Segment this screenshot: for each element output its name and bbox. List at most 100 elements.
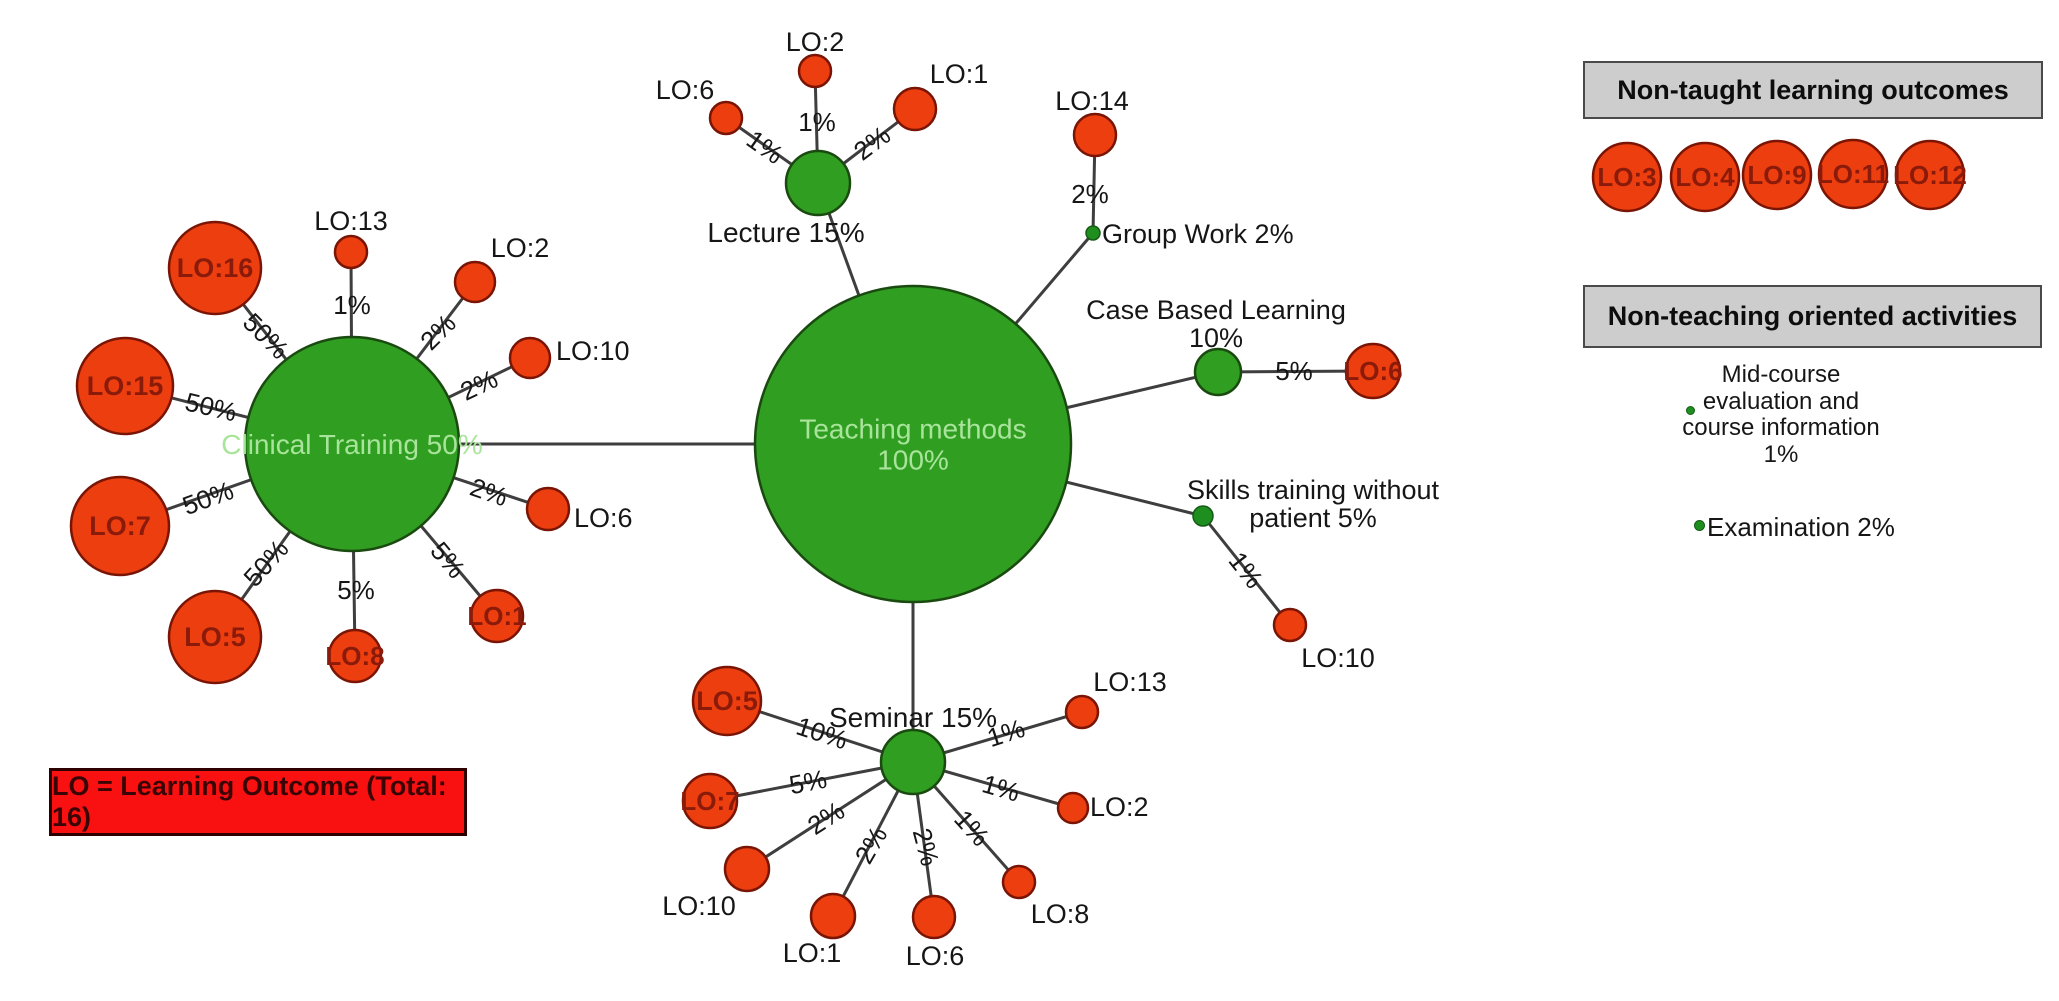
node-cl_lo16-circle [167, 220, 263, 316]
edge-label-seminar-sem_lo7: 5% [787, 764, 830, 801]
non-teaching-header: Non-teaching oriented activities [1583, 285, 2042, 348]
edge-label-clinical-cl_lo16: 50% [237, 307, 295, 365]
node-cl_lo2-label: LO:2 [491, 233, 550, 263]
edge-skills-sk_lo10 [1201, 515, 1292, 626]
node-sem_lo7-circle [681, 772, 739, 830]
node-cl_lo6-label: LO:6 [574, 503, 633, 533]
node-groupwork-circle [1085, 225, 1101, 241]
node-nt_lo4-label: LO:4 [1675, 162, 1735, 192]
edge-label-clinical-cl_lo8: 5% [337, 575, 375, 605]
node-cbl_lo6-circle [1344, 342, 1402, 400]
node-skills-label: Skills training without patient 5% [1187, 475, 1440, 533]
node-sem_lo10-label: LO:10 [662, 891, 736, 921]
node-cl_lo6-circle [525, 486, 571, 532]
node-sem_lo5-circle [691, 665, 763, 737]
midcourse-label-line: 1% [1763, 440, 1799, 468]
node-lec_lo6-label: LO:6 [656, 75, 715, 105]
node-cbl-label: Case Based Learning 10% [1086, 295, 1346, 353]
edge-label-clinical-cl_lo7: 50% [178, 475, 237, 521]
node-sem_lo8-circle [1001, 864, 1037, 900]
node-sem_lo2-label: LO:2 [1090, 792, 1149, 822]
midcourse-dot-icon [1686, 406, 1695, 415]
node-nt_lo11-label: LO:11 [1817, 159, 1889, 189]
node-cl_lo8-circle [327, 628, 383, 684]
node-cl_lo7-circle [69, 475, 171, 577]
node-nt_lo12-circle [1894, 139, 1966, 211]
node-cl_lo13-label: LO:13 [314, 206, 388, 236]
node-cl_lo15-label: LO:15 [87, 371, 164, 401]
node-nt_lo12-label: LO:12 [1893, 160, 1967, 190]
node-sem_lo7-label: LO:7 [680, 786, 739, 816]
node-clinical-circle [243, 335, 461, 553]
node-lec_lo6-circle [708, 100, 744, 136]
midcourse-label-line: Mid-course [1721, 361, 1841, 388]
node-cl_lo10-label: LO:10 [556, 336, 630, 366]
edge-label-lecture-lec_lo2: 1% [798, 107, 836, 137]
node-cl_lo16-label: LO:16 [177, 253, 254, 283]
legend-text: LO = Learning Outcome (Total: 16) [52, 771, 447, 832]
examination-dot-icon [1694, 520, 1705, 531]
node-sk_lo10-label: LO:10 [1301, 643, 1375, 673]
node-sk_lo10-circle [1272, 607, 1308, 643]
midcourse-label-line: course information [1682, 414, 1880, 441]
edge-label-clinical-cl_lo10: 2% [456, 363, 503, 406]
node-cbl-circle [1193, 347, 1243, 397]
node-cl_lo2-circle [453, 260, 497, 304]
edge-label-clinical-cl_lo5: 50% [237, 534, 294, 593]
non-taught-header-label: Non-taught learning outcomes [1617, 74, 2009, 105]
node-sem_lo5-label: LO:5 [696, 686, 758, 716]
node-sem_lo8-label: LO:8 [1031, 899, 1090, 929]
node-sem_lo6-label: LO:6 [906, 941, 965, 971]
node-cl_lo8-label: LO:8 [325, 641, 384, 671]
node-skills-circle [1192, 505, 1214, 527]
node-sem_lo1-label: LO:1 [783, 938, 842, 968]
node-lecture-circle [784, 149, 852, 217]
legend-box: LO = Learning Outcome (Total: 16) [49, 768, 467, 836]
node-lo14-circle [1072, 112, 1118, 158]
node-nt_lo9-label: LO:9 [1747, 160, 1806, 190]
node-teaching-circle [753, 284, 1073, 604]
node-clinical-label: Clinical Training 50% [221, 429, 482, 460]
node-groupwork-label: Group Work 2% [1102, 219, 1294, 249]
node-cbl_lo6-label: LO:6 [1343, 356, 1402, 386]
node-cl_lo7-label: LO:7 [89, 511, 151, 541]
edge-label-cbl-cbl_lo6: 5% [1275, 356, 1313, 386]
node-nt_lo3-label: LO:3 [1597, 162, 1656, 192]
node-seminar-circle [879, 728, 947, 796]
midcourse-label: Mid-course evaluation and course informa… [1670, 361, 1892, 468]
edge-label-skills-sk_lo10: 1% [1223, 546, 1270, 594]
node-lec_lo2-circle [797, 53, 833, 89]
node-cl_lo10-circle [508, 336, 552, 380]
node-nt_lo3-circle [1591, 141, 1663, 213]
node-seminar-label: Seminar 15% [829, 702, 997, 733]
node-teaching-label: Teaching methods 100% [799, 413, 1026, 475]
node-lecture-label: Lecture 15% [707, 217, 864, 248]
midcourse-label-line: evaluation and [1702, 387, 1860, 415]
edge-label-seminar-sem_lo2: 1% [979, 768, 1023, 807]
node-sem_lo10-circle [723, 845, 771, 893]
node-nt_lo9-circle [1741, 139, 1813, 211]
edge-label-clinical-cl_lo15: 50% [182, 387, 239, 428]
node-sem_lo13-circle [1064, 694, 1100, 730]
edge-seminar-sem_lo7 [709, 760, 914, 803]
node-cl_lo1-circle [469, 588, 525, 644]
edge-label-clinical-cl_lo6: 2% [466, 472, 511, 513]
edge-label-clinical-cl_lo13: 1% [333, 290, 371, 320]
node-nt_lo4-circle [1669, 141, 1741, 213]
examination-label: Examination 2% [1707, 512, 1895, 542]
edge-label-seminar-sem_lo6: 2% [907, 825, 946, 869]
node-sem_lo13-label: LO:13 [1093, 667, 1167, 697]
node-cl_lo13-circle [333, 234, 369, 270]
node-lec_lo1-label: LO:1 [930, 59, 989, 89]
node-cl_lo5-label: LO:5 [184, 622, 246, 652]
node-sem_lo2-circle [1056, 791, 1090, 825]
node-lo14-label: LO:14 [1055, 86, 1129, 116]
node-lec_lo1-circle [892, 86, 938, 132]
edge-label-lecture-lec_lo1: 2% [848, 120, 896, 167]
edge-label-seminar-sem_lo10: 2% [802, 795, 850, 841]
node-cl_lo15-circle [75, 336, 175, 436]
edge-label-seminar-sem_lo1: 2% [849, 821, 894, 869]
edge-label-clinical-cl_lo2: 2% [414, 308, 462, 356]
node-cl_lo1-label: LO:1 [467, 601, 526, 631]
